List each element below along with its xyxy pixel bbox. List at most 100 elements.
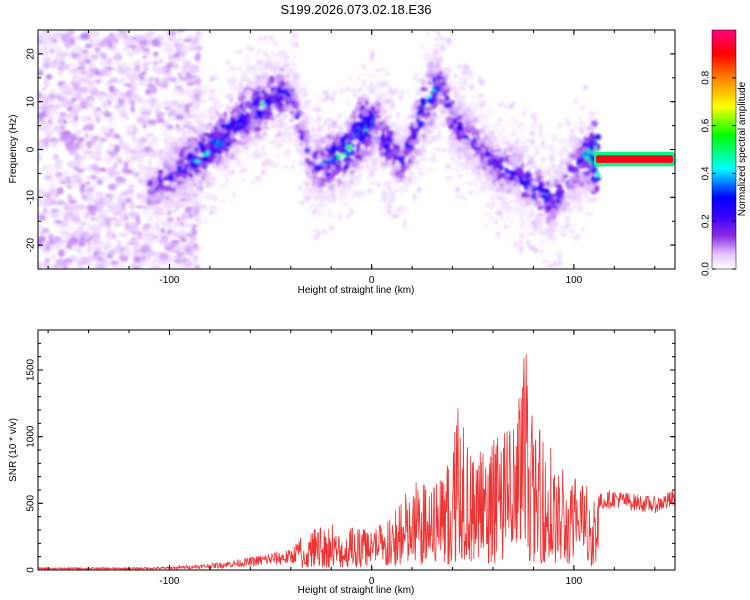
ridge-blob — [361, 78, 367, 87]
ridge-blob — [555, 138, 560, 142]
noise-blob — [84, 132, 89, 139]
background-blob — [464, 66, 468, 72]
ridge-blob — [287, 67, 295, 75]
noise-blob — [133, 173, 139, 177]
noise-blob — [85, 260, 91, 266]
ridge-blob — [303, 106, 308, 110]
noise-blob — [130, 105, 135, 113]
ridge-blob — [326, 120, 333, 124]
noise-blob — [84, 69, 92, 76]
noise-blob — [50, 208, 59, 213]
ridge-blob — [286, 38, 292, 43]
noise-blob — [95, 246, 102, 251]
ridge-blob — [496, 205, 503, 210]
background-blob — [496, 118, 504, 122]
noise-blob — [81, 116, 90, 123]
ridge-blob — [417, 132, 423, 141]
ridge-blob — [277, 94, 285, 102]
ridge-blob — [465, 139, 470, 145]
noise-blob — [111, 77, 119, 84]
ridge-blob — [304, 143, 310, 150]
noise-blob — [139, 39, 150, 46]
ridge-blob — [253, 119, 261, 124]
noise-blob — [80, 49, 89, 54]
ridge-blob — [234, 86, 242, 94]
ridge-blob — [377, 156, 383, 165]
ridge-blob — [508, 174, 515, 182]
ridge-blob — [342, 157, 349, 163]
ridge-blob — [465, 106, 469, 113]
background-blob — [244, 55, 252, 60]
ridge-blob — [513, 206, 519, 212]
background-blob — [241, 177, 245, 182]
noise-blob — [61, 65, 70, 70]
background-blob — [244, 60, 250, 64]
ridge-blob — [540, 156, 547, 163]
ridge-blob — [504, 160, 508, 167]
noise-blob — [175, 113, 185, 121]
ridge-blob — [501, 113, 510, 117]
noise-blob — [67, 70, 78, 76]
noise-blob — [155, 77, 160, 84]
ridge-blob — [379, 106, 385, 111]
ridge-blob — [560, 148, 567, 156]
ridge-blob — [194, 159, 201, 164]
background-blob — [228, 66, 236, 71]
noise-blob — [170, 43, 175, 48]
ridge-blob — [245, 153, 252, 161]
ridge-blob — [502, 134, 510, 141]
ridge-blob — [211, 179, 216, 188]
background-blob — [302, 181, 311, 185]
background-blob — [388, 197, 396, 203]
ridge-blob — [540, 218, 546, 222]
ridge-blob — [264, 86, 270, 93]
ridge-blob — [457, 134, 461, 142]
background-blob — [207, 97, 215, 101]
y-tick-label: -10 — [26, 190, 37, 205]
background-blob — [421, 156, 428, 160]
noise-blob — [189, 260, 199, 264]
noise-blob — [139, 199, 145, 207]
ridge-blob — [172, 125, 176, 132]
ridge-blob — [377, 81, 382, 86]
ridge-blob — [253, 67, 258, 75]
noise-blob — [161, 132, 168, 138]
background-blob — [539, 133, 545, 139]
ridge-blob — [493, 159, 501, 167]
ridge-blob — [374, 114, 380, 119]
noise-blob — [124, 70, 133, 79]
noise-blob — [105, 72, 113, 76]
ridge-blob — [384, 115, 393, 120]
noise-blob — [57, 72, 63, 76]
ridge-blob — [340, 174, 347, 178]
ridge-blob — [261, 78, 267, 86]
noise-blob — [160, 227, 165, 234]
noise-blob — [48, 188, 56, 196]
noise-blob — [178, 230, 186, 237]
ridge-blob — [570, 153, 575, 158]
noise-blob — [147, 250, 157, 256]
x-tick-label: 0 — [369, 275, 375, 286]
ridge-blob — [307, 174, 314, 182]
ridge-blob — [584, 185, 589, 193]
ridge-blob — [238, 93, 242, 98]
ridge-blob — [246, 80, 255, 86]
background-blob — [384, 99, 391, 104]
noise-blob — [172, 208, 177, 213]
noise-blob — [67, 30, 73, 35]
ridge-blob — [421, 137, 427, 145]
background-blob — [431, 151, 437, 158]
ridge-blob — [267, 56, 272, 62]
ridge-blob — [533, 153, 539, 159]
background-blob — [549, 156, 555, 163]
ridge-blob — [364, 164, 371, 169]
ridge-blob — [273, 137, 279, 145]
ridge-blob — [349, 127, 354, 134]
noise-blob — [68, 134, 78, 142]
background-blob — [302, 195, 307, 200]
ridge-blob — [544, 233, 550, 242]
noise-blob — [53, 154, 59, 161]
ridge-blob — [537, 205, 543, 211]
background-blob — [543, 146, 552, 151]
